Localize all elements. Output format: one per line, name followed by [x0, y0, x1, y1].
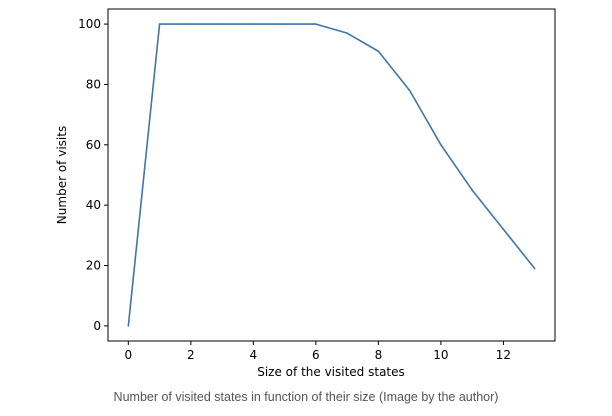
x-tick-label: 10: [433, 348, 448, 362]
data-point: [377, 50, 380, 53]
x-tick-label: 4: [250, 348, 258, 362]
plot-area: [127, 23, 536, 327]
y-tick-label: 40: [86, 198, 101, 212]
data-point: [471, 189, 473, 191]
x-tick-label: 12: [496, 348, 511, 362]
y-tick-label: 100: [78, 17, 101, 31]
data-point: [190, 23, 192, 25]
figure-caption: Number of visited states in function of …: [113, 390, 499, 404]
data-point: [502, 228, 505, 231]
x-tick-label: 0: [124, 348, 132, 362]
x-tick-label: 6: [312, 348, 320, 362]
data-point: [346, 32, 348, 34]
data-point: [315, 23, 317, 25]
data-point: [252, 23, 255, 25]
y-tick-label: 0: [93, 319, 101, 333]
data-point: [533, 267, 536, 270]
data-point: [440, 144, 442, 146]
data-point: [158, 23, 161, 25]
x-tick-label: 8: [375, 348, 383, 362]
data-point: [221, 23, 223, 25]
y-axis-label: Number of visits: [55, 126, 69, 224]
series-line: [127, 23, 536, 326]
y-tick-label: 80: [86, 77, 101, 91]
data-point: [127, 325, 130, 327]
line-chart: 0 2 4 6 8 10 12 0 20 40 60 80 100 Size of the visit…: [55, 8, 556, 379]
y-tick-label: 60: [86, 138, 101, 152]
data-point: [408, 89, 411, 92]
y-tick-label: 20: [86, 259, 101, 273]
x-tick-label: 2: [187, 348, 195, 362]
plot-frame: [107, 8, 556, 342]
data-point: [283, 23, 286, 25]
x-axis: 0 2 4 6 8 10 12: [124, 341, 511, 362]
y-axis: 0 20 40 60 80 100: [78, 17, 108, 333]
x-axis-label: Size of the visited states: [257, 365, 405, 379]
